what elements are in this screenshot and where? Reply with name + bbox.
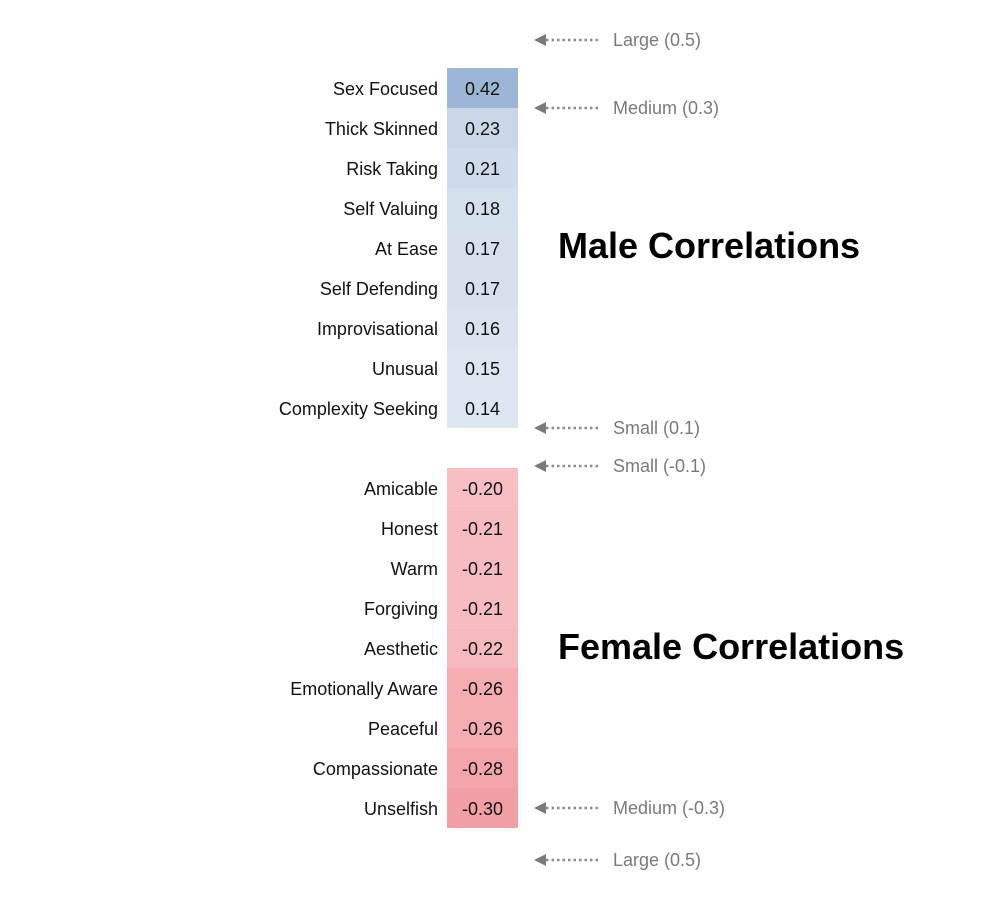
- value-label-emotionally-aware: -0.26: [462, 679, 503, 699]
- row-label-improvisational: Improvisational: [317, 319, 438, 339]
- value-label-self-defending: 0.17: [465, 279, 500, 299]
- cell-emotionally-aware: [447, 668, 518, 708]
- cell-at-ease: [447, 228, 518, 268]
- cell-risk-taking: [447, 148, 518, 188]
- reference-label: Small (-0.1): [613, 456, 706, 476]
- value-label-amicable: -0.20: [462, 479, 503, 499]
- cell-complexity-seeking: [447, 388, 518, 428]
- row-label-unusual: Unusual: [372, 359, 438, 379]
- reference-label: Large (0.5): [613, 850, 701, 870]
- cell-warm: [447, 548, 518, 588]
- row-label-thick-skinned: Thick Skinned: [325, 119, 438, 139]
- value-label-unusual: 0.15: [465, 359, 500, 379]
- male-group-title: Male Correlations: [558, 225, 860, 266]
- reference-label: Medium (0.3): [613, 98, 719, 118]
- cell-unselfish: [447, 788, 518, 828]
- reference-marker-large-0-5-0: Large (0.5): [534, 30, 701, 50]
- arrow-left-icon: [534, 802, 546, 814]
- value-label-unselfish: -0.30: [462, 799, 503, 819]
- cell-self-valuing: [447, 188, 518, 228]
- row-label-forgiving: Forgiving: [364, 599, 438, 619]
- arrow-left-icon: [534, 460, 546, 472]
- cell-forgiving: [447, 588, 518, 628]
- cell-improvisational: [447, 308, 518, 348]
- row-label-self-defending: Self Defending: [320, 279, 438, 299]
- reference-marker-large-0-5-1: Large (0.5): [534, 850, 701, 870]
- cell-aesthetic: [447, 628, 518, 668]
- value-label-self-valuing: 0.18: [465, 199, 500, 219]
- value-label-at-ease: 0.17: [465, 239, 500, 259]
- row-label-sex-focused: Sex Focused: [333, 79, 438, 99]
- arrow-left-icon: [534, 102, 546, 114]
- female-correlations-group: Female Correlations Amicable -0.20 Honest -…: [290, 468, 904, 828]
- female-group-title: Female Correlations: [558, 626, 904, 667]
- row-label-at-ease: At Ease: [375, 239, 438, 259]
- cell-sex-focused: [447, 68, 518, 108]
- value-label-aesthetic: -0.22: [462, 639, 503, 659]
- value-label-improvisational: 0.16: [465, 319, 500, 339]
- reference-markers: Large (0.5) Medium (0.3) Small (0.1) Small …: [534, 30, 725, 870]
- cell-thick-skinned: [447, 108, 518, 148]
- cell-peaceful: [447, 708, 518, 748]
- value-label-honest: -0.21: [462, 519, 503, 539]
- value-label-compassionate: -0.28: [462, 759, 503, 779]
- row-label-amicable: Amicable: [364, 479, 438, 499]
- reference-label: Medium (-0.3): [613, 798, 725, 818]
- reference-label: Small (0.1): [613, 418, 700, 438]
- row-label-warm: Warm: [391, 559, 438, 579]
- cell-amicable: [447, 468, 518, 508]
- cell-honest: [447, 508, 518, 548]
- arrow-left-icon: [534, 34, 546, 46]
- value-label-peaceful: -0.26: [462, 719, 503, 739]
- arrow-left-icon: [534, 854, 546, 866]
- row-label-risk-taking: Risk Taking: [346, 159, 438, 179]
- value-label-sex-focused: 0.42: [465, 79, 500, 99]
- value-label-complexity-seeking: 0.14: [465, 399, 500, 419]
- value-label-warm: -0.21: [462, 559, 503, 579]
- arrow-left-icon: [534, 422, 546, 434]
- value-label-risk-taking: 0.21: [465, 159, 500, 179]
- row-label-self-valuing: Self Valuing: [343, 199, 438, 219]
- cell-self-defending: [447, 268, 518, 308]
- value-label-thick-skinned: 0.23: [465, 119, 500, 139]
- reference-marker-medium-0-3-1: Medium (-0.3): [534, 798, 725, 818]
- cell-compassionate: [447, 748, 518, 788]
- row-label-complexity-seeking: Complexity Seeking: [279, 399, 438, 419]
- reference-marker-small-0-1-0: Small (0.1): [534, 418, 700, 438]
- row-label-peaceful: Peaceful: [368, 719, 438, 739]
- row-label-compassionate: Compassionate: [313, 759, 438, 779]
- male-correlations-group: Male Correlations Sex Focused 0.42 Thick S…: [279, 68, 860, 428]
- reference-marker-small-0-1-1: Small (-0.1): [534, 456, 706, 476]
- row-label-aesthetic: Aesthetic: [364, 639, 438, 659]
- value-label-forgiving: -0.21: [462, 599, 503, 619]
- row-label-emotionally-aware: Emotionally Aware: [290, 679, 438, 699]
- reference-marker-medium-0-3-0: Medium (0.3): [534, 98, 719, 118]
- cell-unusual: [447, 348, 518, 388]
- row-label-unselfish: Unselfish: [364, 799, 438, 819]
- reference-label: Large (0.5): [613, 30, 701, 50]
- row-label-honest: Honest: [381, 519, 438, 539]
